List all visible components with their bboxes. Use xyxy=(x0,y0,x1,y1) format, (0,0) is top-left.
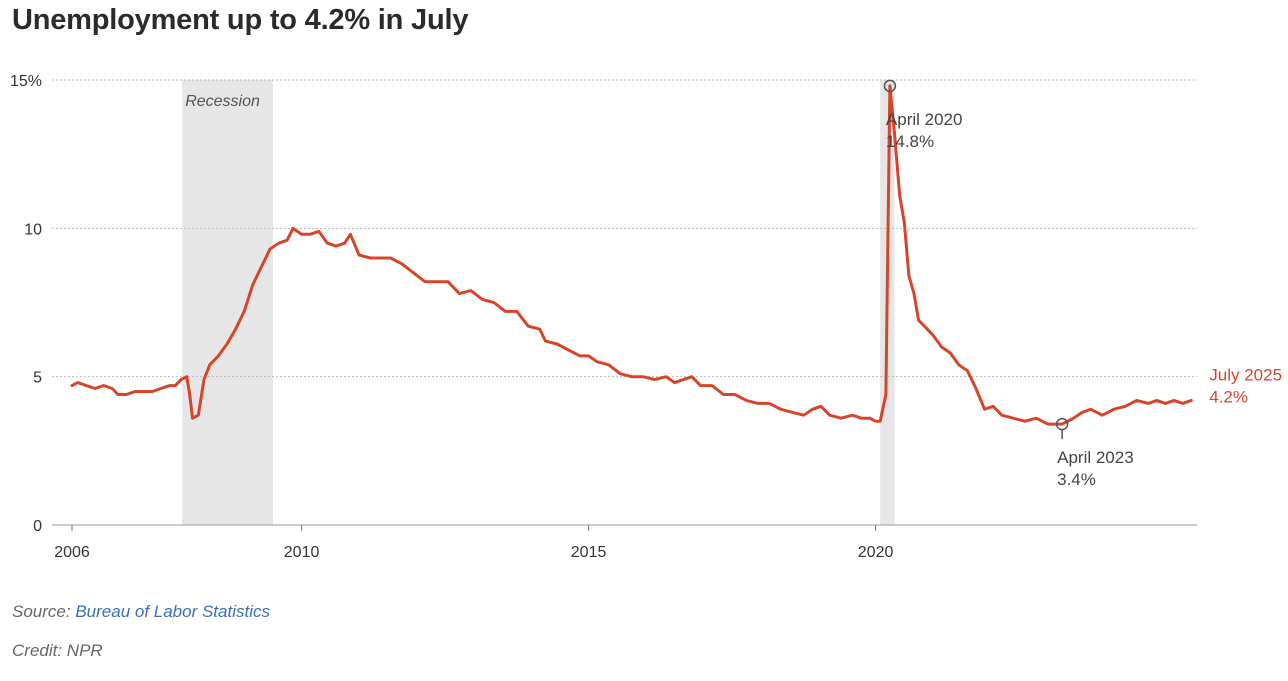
unemployment-rate-line xyxy=(70,84,1193,426)
annotation-label: April 2023 xyxy=(1057,448,1134,467)
credit-note: Credit: NPR xyxy=(12,641,103,660)
x-tick-label: 2015 xyxy=(571,544,607,561)
recession-bands: Recession xyxy=(182,80,895,525)
annotation-marker xyxy=(883,79,897,93)
recession-label: Recession xyxy=(185,93,260,110)
y-tick-label: 10 xyxy=(24,221,42,238)
source-label: Source: xyxy=(12,602,71,621)
y-tick-label: 15% xyxy=(10,73,42,90)
recession-band xyxy=(182,80,273,525)
axis-ticks: 0 5 10 15% 2006 2010 2015 2020 xyxy=(10,73,894,561)
x-tick-label: 2010 xyxy=(284,544,320,561)
x-tick-label: 2020 xyxy=(858,544,894,561)
annotations: April 2020 14.8% April 2023 3.4% July 2025 4.… xyxy=(883,79,1282,489)
y-tick-label: 0 xyxy=(33,518,42,535)
y-tick-label: 5 xyxy=(33,370,42,387)
unemployment-line-chart: Recession 0 5 10 15% 2006 2010 2015 2020 April … xyxy=(10,73,1282,561)
annotation-label: April 2020 xyxy=(886,110,963,129)
end-label-date: July 2025 xyxy=(1209,365,1282,384)
x-tick-label: 2006 xyxy=(54,544,90,561)
source-note: Source: Bureau of Labor Statistics xyxy=(12,602,270,622)
annotation-value: 14.8% xyxy=(886,132,934,151)
chart-title: Unemployment up to 4.2% in July xyxy=(12,4,469,36)
annotation-value: 3.4% xyxy=(1057,470,1096,489)
series-lines xyxy=(70,84,1193,426)
gridlines xyxy=(52,79,1197,526)
annotation-marker xyxy=(1055,417,1069,431)
end-label-value: 4.2% xyxy=(1209,387,1248,406)
source-link[interactable]: Bureau of Labor Statistics xyxy=(75,602,270,621)
